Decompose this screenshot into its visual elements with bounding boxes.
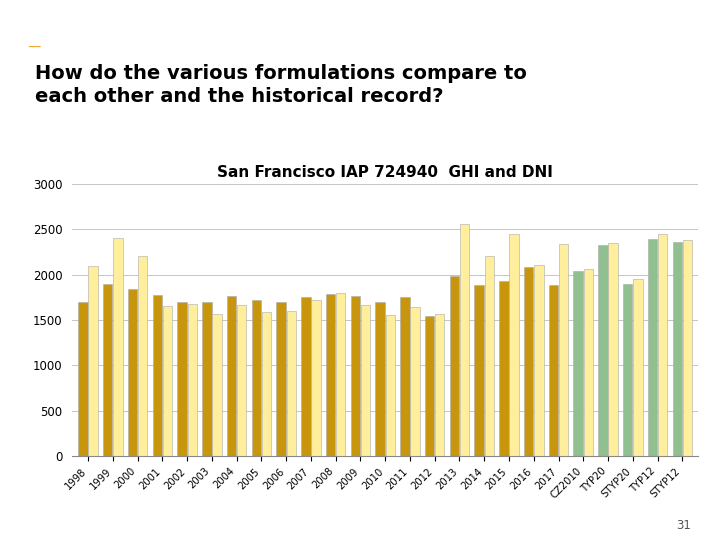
Bar — [559, 244, 568, 456]
Bar — [386, 315, 395, 456]
Bar — [163, 306, 172, 456]
Bar — [425, 316, 434, 456]
Bar — [202, 302, 212, 456]
Bar — [375, 302, 384, 456]
Bar — [658, 234, 667, 456]
Bar — [435, 314, 444, 456]
Bar — [311, 300, 320, 456]
Bar — [524, 267, 534, 456]
Bar — [103, 284, 112, 456]
Bar — [361, 306, 370, 456]
Bar — [623, 284, 632, 456]
Bar — [89, 266, 98, 456]
Bar — [78, 302, 88, 456]
Bar — [351, 296, 360, 456]
Bar — [672, 242, 682, 456]
Text: PC&E: PC&E — [19, 23, 49, 33]
Bar — [287, 311, 296, 456]
Bar — [534, 265, 544, 456]
Bar — [251, 300, 261, 456]
Bar — [683, 240, 692, 456]
Bar — [262, 312, 271, 456]
Bar — [177, 302, 186, 456]
Bar — [460, 224, 469, 456]
Bar — [584, 269, 593, 456]
Bar — [598, 245, 608, 456]
Bar — [509, 234, 519, 456]
Bar — [485, 256, 494, 456]
Bar — [499, 281, 508, 456]
Bar — [549, 286, 558, 456]
Bar — [227, 296, 236, 456]
Bar — [237, 306, 246, 456]
Bar — [153, 295, 162, 456]
Title: San Francisco IAP 724940  GHI and DNI: San Francisco IAP 724940 GHI and DNI — [217, 165, 553, 180]
Bar — [276, 302, 286, 456]
Bar — [187, 303, 197, 456]
Bar — [326, 294, 336, 456]
Text: 31: 31 — [676, 519, 691, 532]
Bar — [336, 293, 346, 456]
Bar — [574, 271, 583, 456]
Bar — [301, 297, 310, 456]
Bar — [212, 314, 222, 456]
Bar — [608, 242, 618, 456]
Text: Method: Comparison to the Historical Record (4 of 8): Method: Comparison to the Historical Rec… — [120, 22, 657, 40]
Bar — [633, 279, 642, 456]
Bar — [128, 289, 138, 456]
Text: ━━━: ━━━ — [28, 44, 40, 50]
Bar — [648, 239, 657, 456]
Text: How do the various formulations compare to
each other and the historical record?: How do the various formulations compare … — [35, 64, 527, 106]
Bar — [138, 256, 148, 456]
Bar — [113, 238, 122, 456]
Bar — [450, 276, 459, 456]
Bar — [400, 297, 410, 456]
Bar — [410, 307, 420, 456]
Bar — [474, 286, 484, 456]
